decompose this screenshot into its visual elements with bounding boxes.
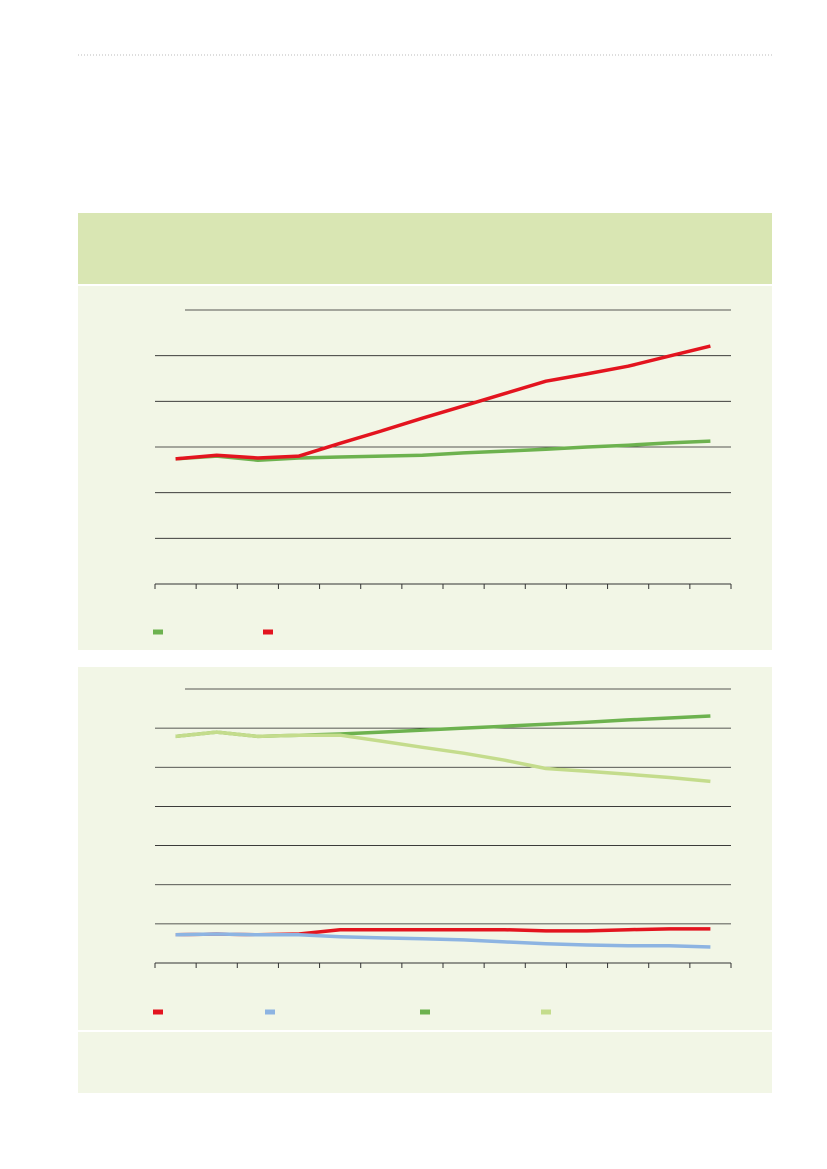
- box-footer: [78, 1032, 772, 1093]
- legend-swatch: [265, 1009, 275, 1015]
- chart-panel: [78, 286, 772, 650]
- series-line: [175, 730, 711, 784]
- chart-panel: [78, 667, 772, 1030]
- legend-swatch: [541, 1009, 551, 1015]
- box-header: [78, 213, 772, 284]
- legend-swatch: [153, 1009, 163, 1015]
- legend-swatch: [263, 629, 273, 635]
- series-line: [175, 344, 711, 461]
- series-line: [175, 932, 711, 949]
- series-line: [175, 439, 711, 462]
- legend-swatch: [420, 1009, 430, 1015]
- legend-swatch: [153, 629, 163, 635]
